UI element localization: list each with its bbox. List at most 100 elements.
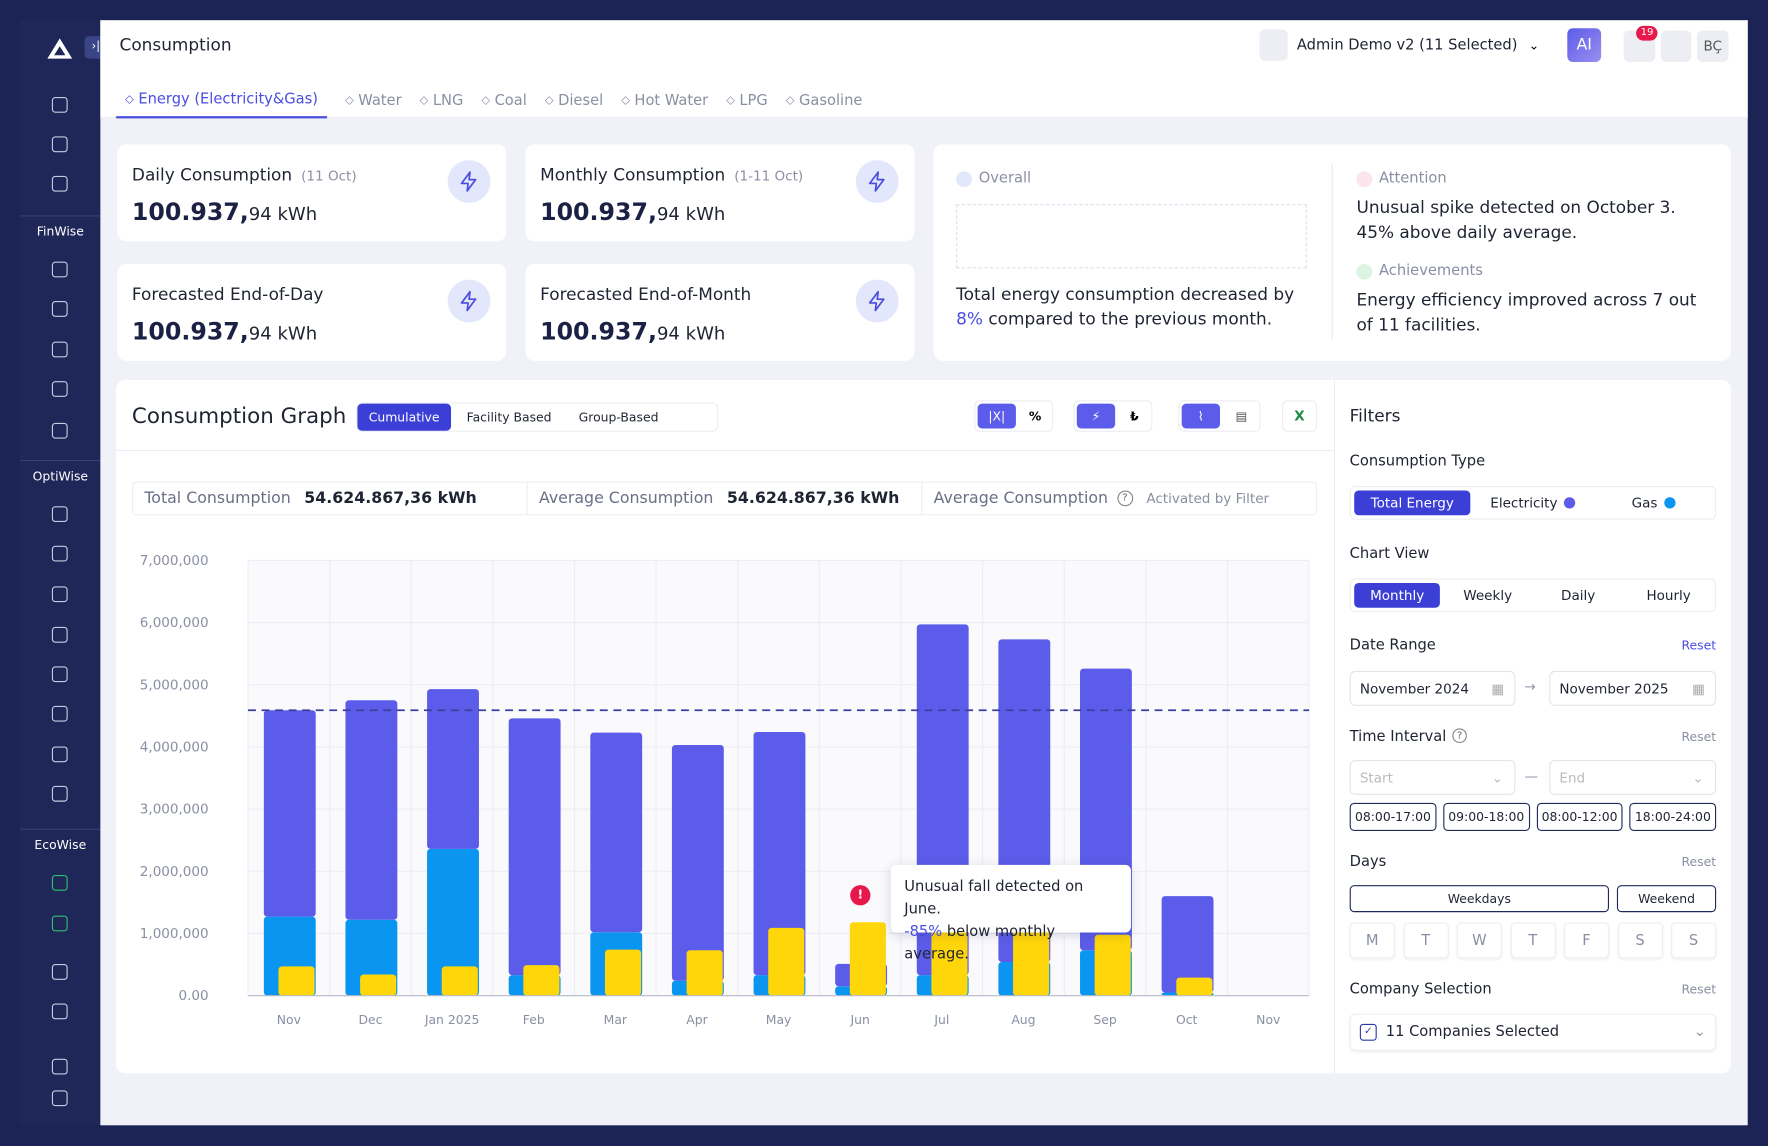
tab[interactable]: ◇ Hot Water bbox=[621, 83, 708, 118]
day-letter[interactable]: F bbox=[1563, 922, 1610, 959]
day-letter[interactable]: M bbox=[1349, 922, 1395, 959]
date-to[interactable]: November 2025 ▦ bbox=[1549, 670, 1717, 706]
option[interactable]: Hourly bbox=[1626, 583, 1712, 608]
ai-button[interactable]: AI bbox=[1567, 28, 1602, 63]
day-group[interactable]: Weekdays bbox=[1349, 885, 1610, 913]
sidebar-icon[interactable] bbox=[51, 1090, 68, 1107]
kpi-unit: 94 kWh bbox=[656, 202, 726, 225]
legend-dot bbox=[1664, 497, 1676, 509]
day-letter[interactable]: T bbox=[1510, 922, 1556, 959]
time-end[interactable]: End ⌄ bbox=[1549, 759, 1717, 795]
day-letter[interactable]: T bbox=[1403, 922, 1449, 959]
time-slot[interactable]: 08:00-17:00 bbox=[1349, 802, 1437, 832]
tab[interactable]: ◇ LNG bbox=[420, 83, 464, 118]
sidebar-icon[interactable] bbox=[51, 964, 68, 980]
kpi-unit: 94 kWh bbox=[248, 322, 318, 344]
day-letter[interactable]: S bbox=[1617, 922, 1663, 959]
sidebar-icon[interactable] bbox=[51, 874, 68, 891]
sidebar-icon[interactable] bbox=[51, 175, 68, 192]
arrow: → bbox=[1524, 678, 1536, 695]
kpi-title-row: Forecasted End-of-Day bbox=[132, 284, 324, 304]
settings-button[interactable] bbox=[1660, 30, 1692, 63]
option[interactable]: Gas bbox=[1595, 490, 1711, 515]
help-icon[interactable]: ? bbox=[1452, 728, 1467, 744]
toggle[interactable]: % bbox=[1028, 408, 1042, 424]
time-slot[interactable]: 09:00-18:00 bbox=[1442, 802, 1530, 832]
account-name: Admin Demo v2 (11 Selected) bbox=[1296, 36, 1518, 54]
reset-link[interactable]: Reset bbox=[1681, 982, 1717, 997]
kpi-title: Monthly Consumption bbox=[540, 164, 726, 185]
sidebar-icon[interactable] bbox=[51, 341, 68, 358]
sidebar-icon[interactable] bbox=[51, 506, 68, 523]
option[interactable]: Total Energy bbox=[1354, 490, 1471, 516]
option[interactable]: Electricity bbox=[1475, 490, 1591, 515]
sidebar-icon[interactable] bbox=[51, 422, 68, 439]
sidebar-icon[interactable] bbox=[51, 1003, 68, 1020]
sidebar-icon[interactable] bbox=[51, 1058, 68, 1075]
mode-switch: Cumulative Facility Based Group-Based bbox=[356, 402, 719, 432]
reset-link[interactable]: Reset bbox=[1681, 638, 1717, 653]
sidebar-icon[interactable] bbox=[51, 381, 68, 397]
account-select[interactable]: Admin Demo v2 (11 Selected) ⌄ bbox=[1259, 29, 1539, 61]
energy-toggle[interactable]: ⚡ bbox=[1076, 403, 1116, 429]
tab[interactable]: ◇ Water bbox=[345, 83, 402, 118]
bar bbox=[686, 950, 723, 996]
kpi-period: (1-11 Oct) bbox=[734, 168, 804, 184]
tabs: ◇ Energy (Electricity&Gas) ◇ Water ◇ LNG ◇ Coal… bbox=[116, 83, 863, 119]
option[interactable]: Daily bbox=[1535, 583, 1621, 608]
mode-button[interactable]: Group-Based bbox=[578, 409, 659, 425]
sidebar-section: FinWise bbox=[36, 224, 84, 240]
mode-button[interactable]: Facility Based bbox=[466, 409, 552, 425]
excel-button[interactable]: X bbox=[1282, 400, 1317, 432]
option[interactable]: Weekly bbox=[1445, 583, 1531, 608]
sidebar-icon[interactable] bbox=[51, 261, 68, 278]
day-letter[interactable]: W bbox=[1456, 922, 1502, 959]
sidebar-icon[interactable] bbox=[51, 746, 68, 763]
stat: Average Consumption? Activated by Filter bbox=[922, 483, 1316, 515]
chart-toggle[interactable]: ⌇ bbox=[1181, 403, 1221, 429]
time-slot[interactable]: 18:00-24:00 bbox=[1629, 802, 1717, 832]
sidebar-icon[interactable] bbox=[51, 586, 68, 603]
sidebar-icon[interactable] bbox=[51, 96, 68, 113]
chart: 0.00 1,000,000 2,000,000 3,000,000 4,000,000… bbox=[140, 553, 1310, 1027]
sidebar-icon[interactable] bbox=[51, 915, 68, 932]
bar bbox=[849, 922, 886, 996]
sidebar-icon[interactable] bbox=[51, 136, 68, 153]
tab[interactable]: ◇ Gasoline bbox=[786, 83, 863, 118]
day-group[interactable]: Weekend bbox=[1616, 885, 1717, 913]
sidebar-icon[interactable] bbox=[51, 705, 68, 722]
toggle[interactable]: |X| bbox=[977, 403, 1016, 429]
time-slot[interactable]: 08:00-12:00 bbox=[1536, 802, 1623, 832]
alert-marker[interactable]: ! bbox=[850, 885, 871, 906]
date-from[interactable]: November 2024 ▦ bbox=[1349, 670, 1516, 706]
sidebar-icon[interactable] bbox=[51, 626, 68, 643]
sidebar-icon[interactable] bbox=[51, 301, 68, 317]
reset-link[interactable]: Reset bbox=[1681, 729, 1717, 745]
table-toggle[interactable]: ▤ bbox=[1235, 408, 1248, 424]
y-tick-label: 3,000,000 bbox=[140, 802, 209, 818]
reset-link[interactable]: Reset bbox=[1681, 854, 1717, 870]
option[interactable]: Monthly bbox=[1354, 582, 1441, 608]
company-select[interactable]: ✓ 11 Companies Selected ⌄ bbox=[1349, 1013, 1717, 1051]
sidebar-icon[interactable] bbox=[51, 785, 68, 802]
tab-label: LPG bbox=[739, 92, 768, 110]
user-avatar[interactable]: BÇ bbox=[1696, 30, 1729, 63]
sidebar-icon[interactable] bbox=[51, 545, 68, 562]
tab[interactable]: ◇ Energy (Electricity&Gas) bbox=[116, 83, 328, 119]
toggle[interactable]: ₺ bbox=[1129, 408, 1139, 424]
tab[interactable]: ◇ LPG bbox=[726, 83, 768, 118]
text: Total energy consumption decreased by bbox=[956, 284, 1295, 305]
section-label: Chart View bbox=[1349, 545, 1430, 563]
day-letter[interactable]: S bbox=[1671, 922, 1717, 959]
tab-icon: ◇ bbox=[125, 93, 134, 106]
time-start[interactable]: Start ⌄ bbox=[1349, 759, 1516, 795]
tab-label: Diesel bbox=[558, 92, 604, 110]
mode-button[interactable]: Cumulative bbox=[357, 403, 451, 431]
tab-label: Energy (Electricity&Gas) bbox=[138, 91, 319, 109]
kpi-icon bbox=[855, 160, 899, 203]
tab[interactable]: ◇ Diesel bbox=[545, 83, 603, 118]
kpi-value: 100.937, bbox=[540, 198, 657, 226]
tab[interactable]: ◇ Coal bbox=[481, 83, 526, 118]
sidebar-icon[interactable] bbox=[51, 666, 68, 683]
dash: — bbox=[1524, 767, 1538, 784]
